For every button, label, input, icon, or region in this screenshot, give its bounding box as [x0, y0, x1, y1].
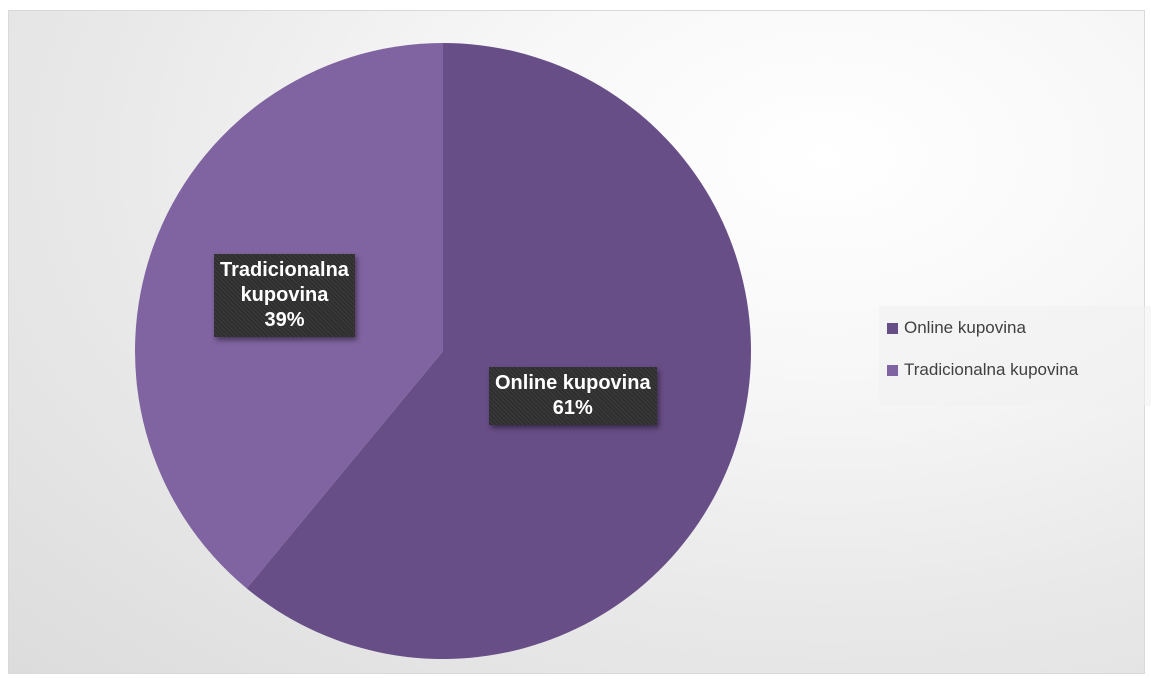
data-label-online-name: Online kupovina	[495, 372, 651, 394]
chart-area: Online kupovina 61% Tradicionalna kupovi…	[8, 10, 1151, 674]
legend: Online kupovina Tradicionalna kupovina	[879, 306, 1151, 406]
data-label-online: Online kupovina 61%	[489, 367, 657, 425]
pie-slice-online	[246, 43, 752, 659]
legend-swatch-online	[887, 322, 898, 334]
legend-item-traditional: Tradicionalna kupovina	[887, 360, 1078, 380]
data-label-traditional: Tradicionalna kupovina 39%	[214, 254, 355, 337]
legend-label-online: Online kupovina	[904, 318, 1026, 337]
data-label-traditional-value: 39%	[264, 309, 305, 331]
legend-label-traditional: Tradicionalna kupovina	[904, 360, 1079, 379]
legend-item-online: Online kupovina	[887, 318, 1026, 338]
data-label-traditional-name-1: Tradicionalna	[220, 259, 349, 281]
data-label-online-value: 61%	[552, 397, 593, 419]
legend-swatch-traditional	[887, 364, 898, 376]
data-label-traditional-name-2: kupovina	[240, 284, 329, 306]
